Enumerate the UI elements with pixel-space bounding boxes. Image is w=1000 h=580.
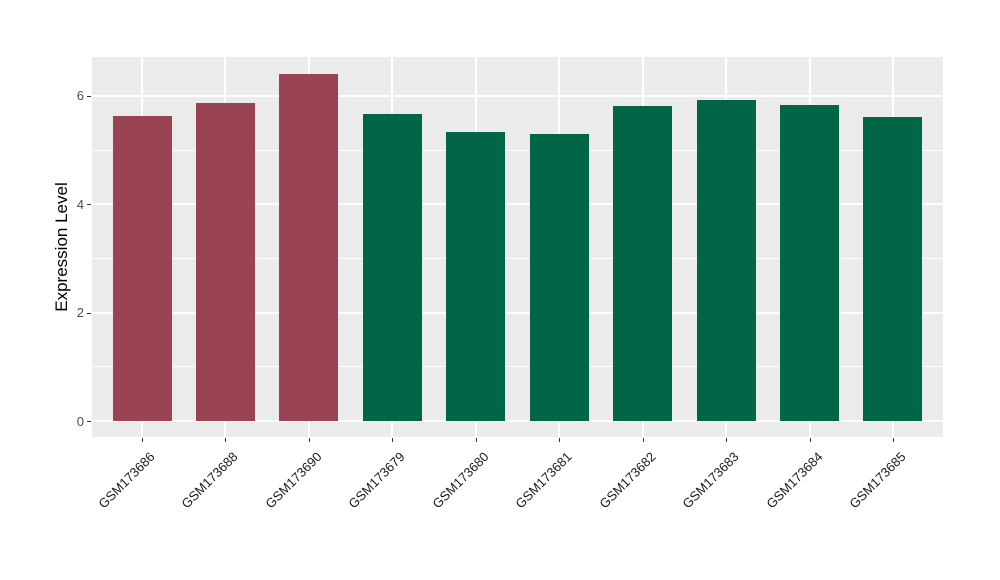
y-tick-label: 4: [76, 196, 84, 212]
gridline-major: [92, 94, 943, 97]
x-tick-mark: [642, 438, 644, 442]
y-tick-mark: [87, 95, 91, 97]
x-tick-mark: [892, 438, 894, 442]
x-tick-mark: [559, 438, 561, 442]
x-tick-label: GSM173688: [178, 449, 242, 512]
x-tick-label: GSM173684: [762, 449, 826, 512]
x-tick-mark: [392, 438, 394, 442]
gridline-minor: [92, 366, 943, 368]
x-tick-label: GSM173686: [95, 449, 158, 512]
y-tick-mark: [87, 312, 91, 314]
bar-GSM173679: [362, 114, 422, 421]
y-tick-label: 0: [76, 413, 84, 429]
x-tick-label: GSM173690: [262, 449, 325, 512]
x-tick-label: GSM173680: [429, 449, 492, 512]
x-tick-mark: [308, 438, 310, 442]
x-tick-mark: [726, 438, 728, 442]
y-tick-label: 6: [76, 88, 84, 104]
bar-GSM173684: [780, 105, 839, 421]
gridline-minor: [92, 149, 943, 151]
bar-GSM173686: [112, 116, 172, 421]
gridline-minor: [92, 257, 943, 259]
bar-GSM173680: [446, 132, 506, 421]
x-tick-mark: [809, 438, 811, 442]
bar-GSM173690: [279, 74, 339, 421]
y-tick-mark: [87, 421, 91, 422]
gridline-major: [92, 420, 943, 422]
x-tick-mark: [225, 438, 227, 442]
gridline-major: [92, 311, 943, 314]
bar-GSM173682: [613, 106, 673, 421]
y-tick-mark: [87, 204, 91, 206]
x-tick-label: GSM173681: [512, 449, 575, 512]
gridline-major: [92, 203, 943, 206]
x-tick-label: GSM173679: [345, 449, 408, 512]
x-tick-label: GSM173682: [596, 449, 659, 512]
x-tick-label: GSM173685: [846, 449, 909, 512]
bar-GSM173688: [195, 102, 255, 421]
x-tick-mark: [142, 438, 144, 442]
bar-GSM173685: [863, 116, 923, 421]
x-tick-mark: [475, 438, 477, 442]
x-tick-label: GSM173683: [679, 449, 742, 512]
bar-GSM173683: [696, 100, 756, 421]
bar-GSM173681: [529, 133, 589, 421]
plot-area: [92, 57, 943, 437]
y-tick-label: 2: [76, 305, 84, 321]
